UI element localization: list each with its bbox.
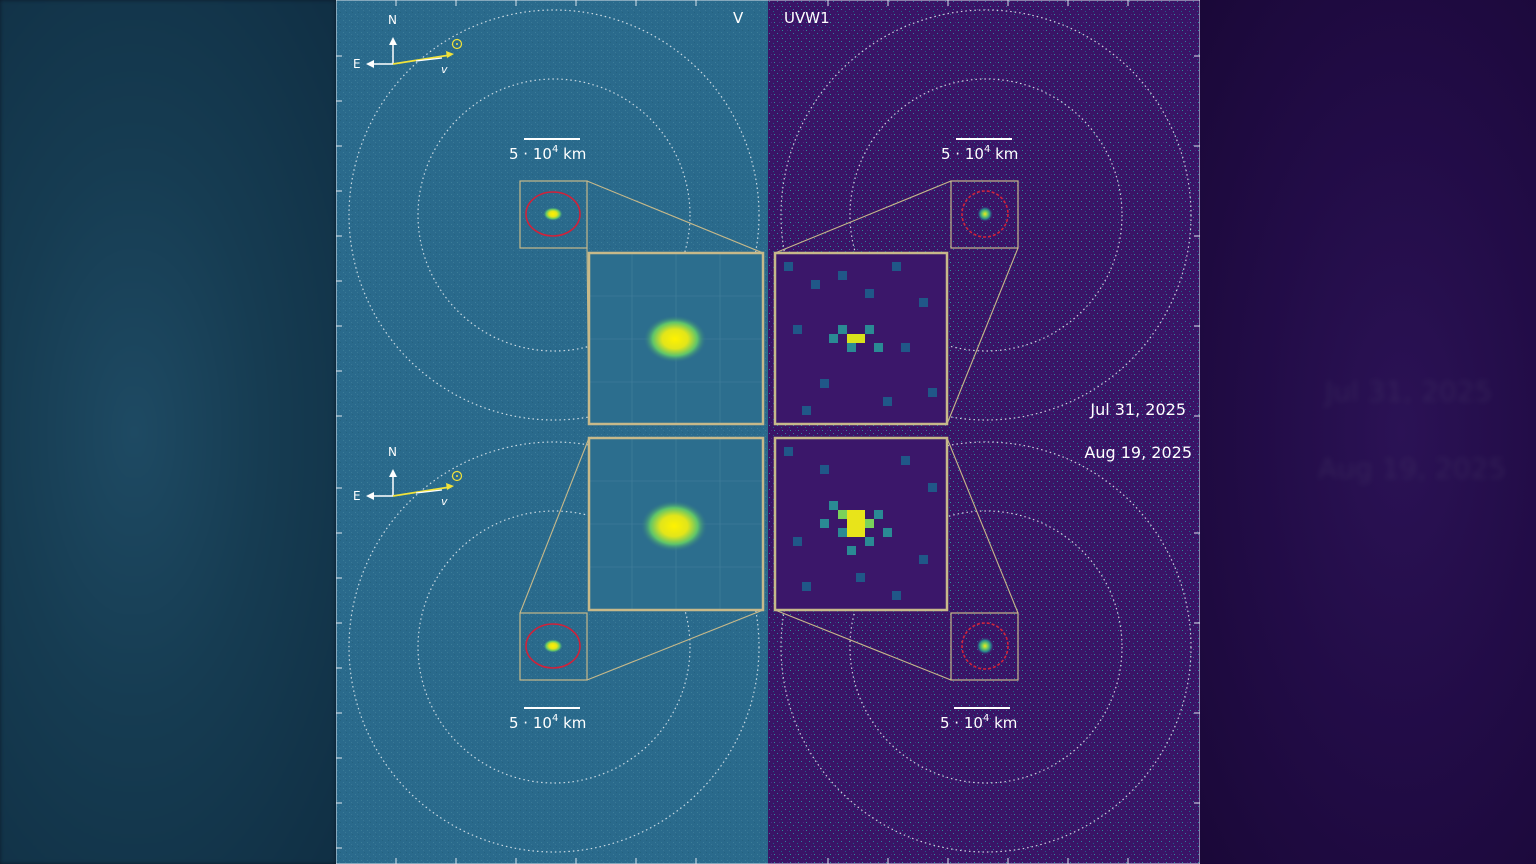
scale-bar-top-right: 5 · 104 km [941,138,1018,163]
scale-bar-bottom-right: 5 · 104 km [940,707,1017,732]
scale-bar-exponent: 4 [552,713,558,724]
source-box-bottom-right [950,612,1019,681]
source-box-top-right [950,180,1019,249]
scale-bar-unit: km [558,145,586,163]
bottom-radius-circles [348,441,1192,853]
velocity-label: v [441,63,448,76]
zoom-inset-uvw1-top [773,251,949,426]
scale-bar-prefix: 5 · 10 [940,714,983,732]
zoom-connector-lines [519,180,1019,681]
scale-bar-prefix: 5 · 10 [941,145,984,163]
top-radius-circles [348,9,1192,421]
sun-direction-icon [451,470,463,482]
scale-bar-exponent: 4 [983,713,989,724]
uvw1-filter-image [768,0,1200,864]
uvw1-filter-label: UVW1 [784,9,830,27]
svg-text:5 · 104 km: 5 · 104 km [509,144,586,163]
blurred-background-left [0,0,336,864]
v-filter-label: V [733,9,744,27]
zoom-inset-uvw1-bottom [773,436,949,612]
scale-bar-unit: km [990,145,1018,163]
north-label: N [388,13,397,27]
svg-text:5 · 104 km: 5 · 104 km [940,713,1017,732]
scale-bar-top-left: 5 · 104 km [509,138,586,163]
ghost-date-first: Jul 31, 2025 [1325,375,1493,408]
svg-text:5 · 104 km: 5 · 104 km [509,713,586,732]
svg-text:5 · 104 km: 5 · 104 km [941,144,1018,163]
date-label-second: Aug 19, 2025 [1084,443,1192,462]
scale-bar-prefix: 5 · 10 [509,145,552,163]
zoom-inset-v-bottom [587,436,765,612]
scale-bar-exponent: 4 [984,144,990,155]
ghost-date-second: Aug 19, 2025 [1318,452,1507,485]
north-label: N [388,445,397,459]
east-label: E [353,489,361,503]
compass-bottom: N E v [353,445,463,508]
scale-bar-unit: km [989,714,1017,732]
blurred-background-right [1200,0,1536,864]
east-label: E [353,57,361,71]
axis-ticks [336,0,1200,864]
velocity-label: v [441,495,448,508]
source-box-bottom-left [519,612,588,681]
observation-figure: V UVW1 N E v N E v 5 · 104 km 5 · [336,0,1200,864]
date-label-first: Jul 31, 2025 [1089,400,1186,419]
zoom-inset-v-top [587,251,765,426]
sun-direction-icon [451,38,463,50]
scale-bar-prefix: 5 · 10 [509,714,552,732]
compass-top: N E v [353,13,463,76]
scale-bar-exponent: 4 [552,144,558,155]
source-box-top-left [519,180,588,249]
scale-bar-bottom-left: 5 · 104 km [509,707,586,732]
scale-bar-unit: km [558,714,586,732]
v-filter-image [336,0,768,864]
